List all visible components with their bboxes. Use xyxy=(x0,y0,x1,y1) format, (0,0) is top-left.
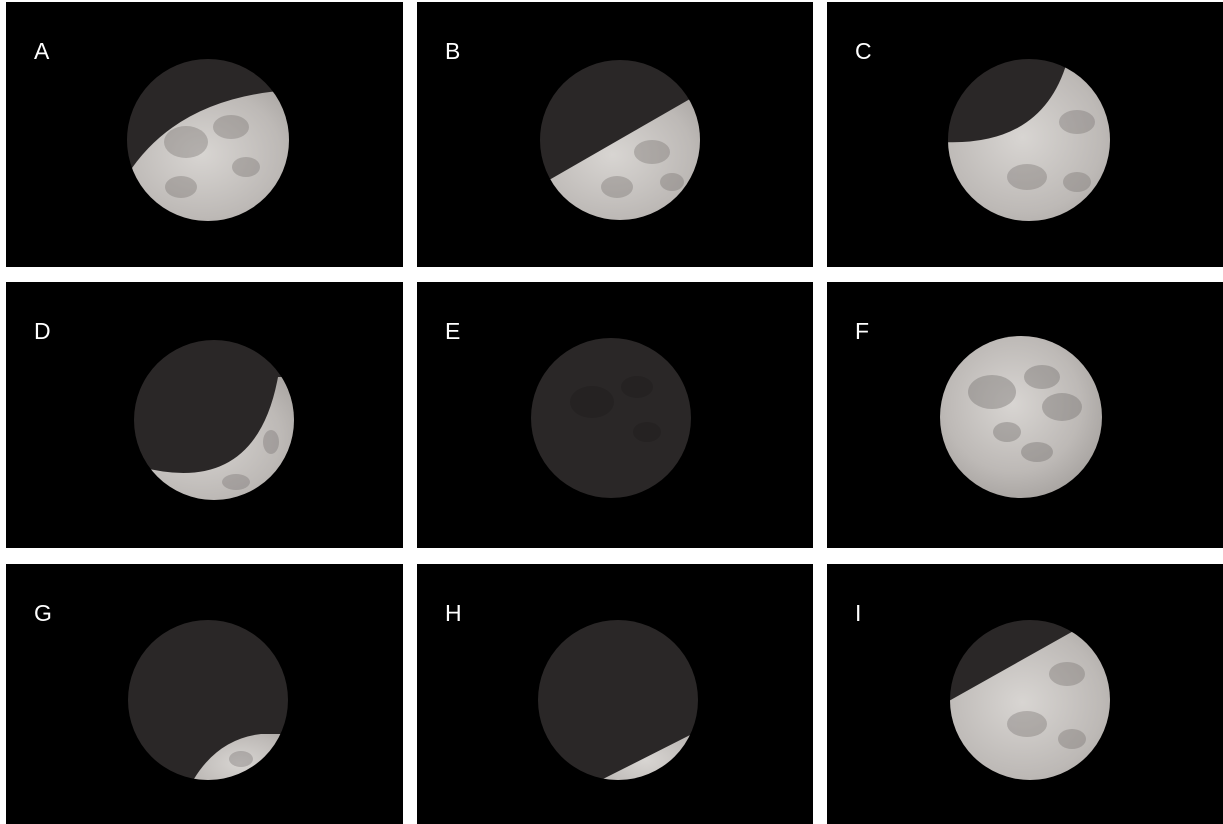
moon-image xyxy=(940,336,1102,498)
panel-label: A xyxy=(34,38,50,64)
moon-image xyxy=(134,340,294,500)
panel-label: I xyxy=(855,600,862,626)
panel-g: G xyxy=(6,564,403,824)
panel-label: G xyxy=(34,600,52,626)
panel-label: F xyxy=(855,318,870,344)
moon-disk xyxy=(531,338,691,498)
panel-e: E xyxy=(417,282,813,548)
moon-image xyxy=(538,620,698,780)
moon-image xyxy=(950,620,1110,780)
panel-label: H xyxy=(445,600,462,626)
panel-h: H xyxy=(417,564,813,824)
panel-label: C xyxy=(855,38,872,64)
moon-image xyxy=(128,620,288,780)
moon-lit-region xyxy=(948,62,1110,221)
panel-label: E xyxy=(445,318,461,344)
moon-image xyxy=(127,59,289,221)
panel-i: I xyxy=(827,564,1223,824)
moon-lit-region xyxy=(950,629,1110,780)
panel-label: D xyxy=(34,318,51,344)
panel-f: F xyxy=(827,282,1223,548)
moon-disk xyxy=(940,336,1102,498)
moon-disk xyxy=(538,620,698,780)
moon-image xyxy=(531,338,691,498)
panel-d: D xyxy=(6,282,403,548)
panel-a: A xyxy=(6,2,403,267)
panel-label: B xyxy=(445,38,461,64)
moon-image xyxy=(948,59,1110,221)
panel-c: C xyxy=(827,2,1223,267)
moon-image xyxy=(540,60,700,220)
panel-b: B xyxy=(417,2,813,267)
